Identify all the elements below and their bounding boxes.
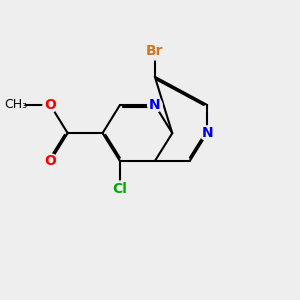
Circle shape	[43, 98, 58, 112]
Text: Br: Br	[146, 44, 164, 58]
Text: N: N	[149, 98, 161, 112]
Circle shape	[43, 154, 58, 168]
Text: O: O	[44, 154, 56, 168]
Text: Cl: Cl	[112, 182, 128, 196]
Circle shape	[148, 98, 162, 112]
Circle shape	[112, 181, 128, 197]
Text: O: O	[44, 98, 56, 112]
Circle shape	[146, 43, 164, 60]
Circle shape	[200, 126, 214, 140]
Circle shape	[7, 96, 24, 114]
Text: N: N	[201, 126, 213, 140]
Text: CH₃: CH₃	[4, 98, 27, 112]
